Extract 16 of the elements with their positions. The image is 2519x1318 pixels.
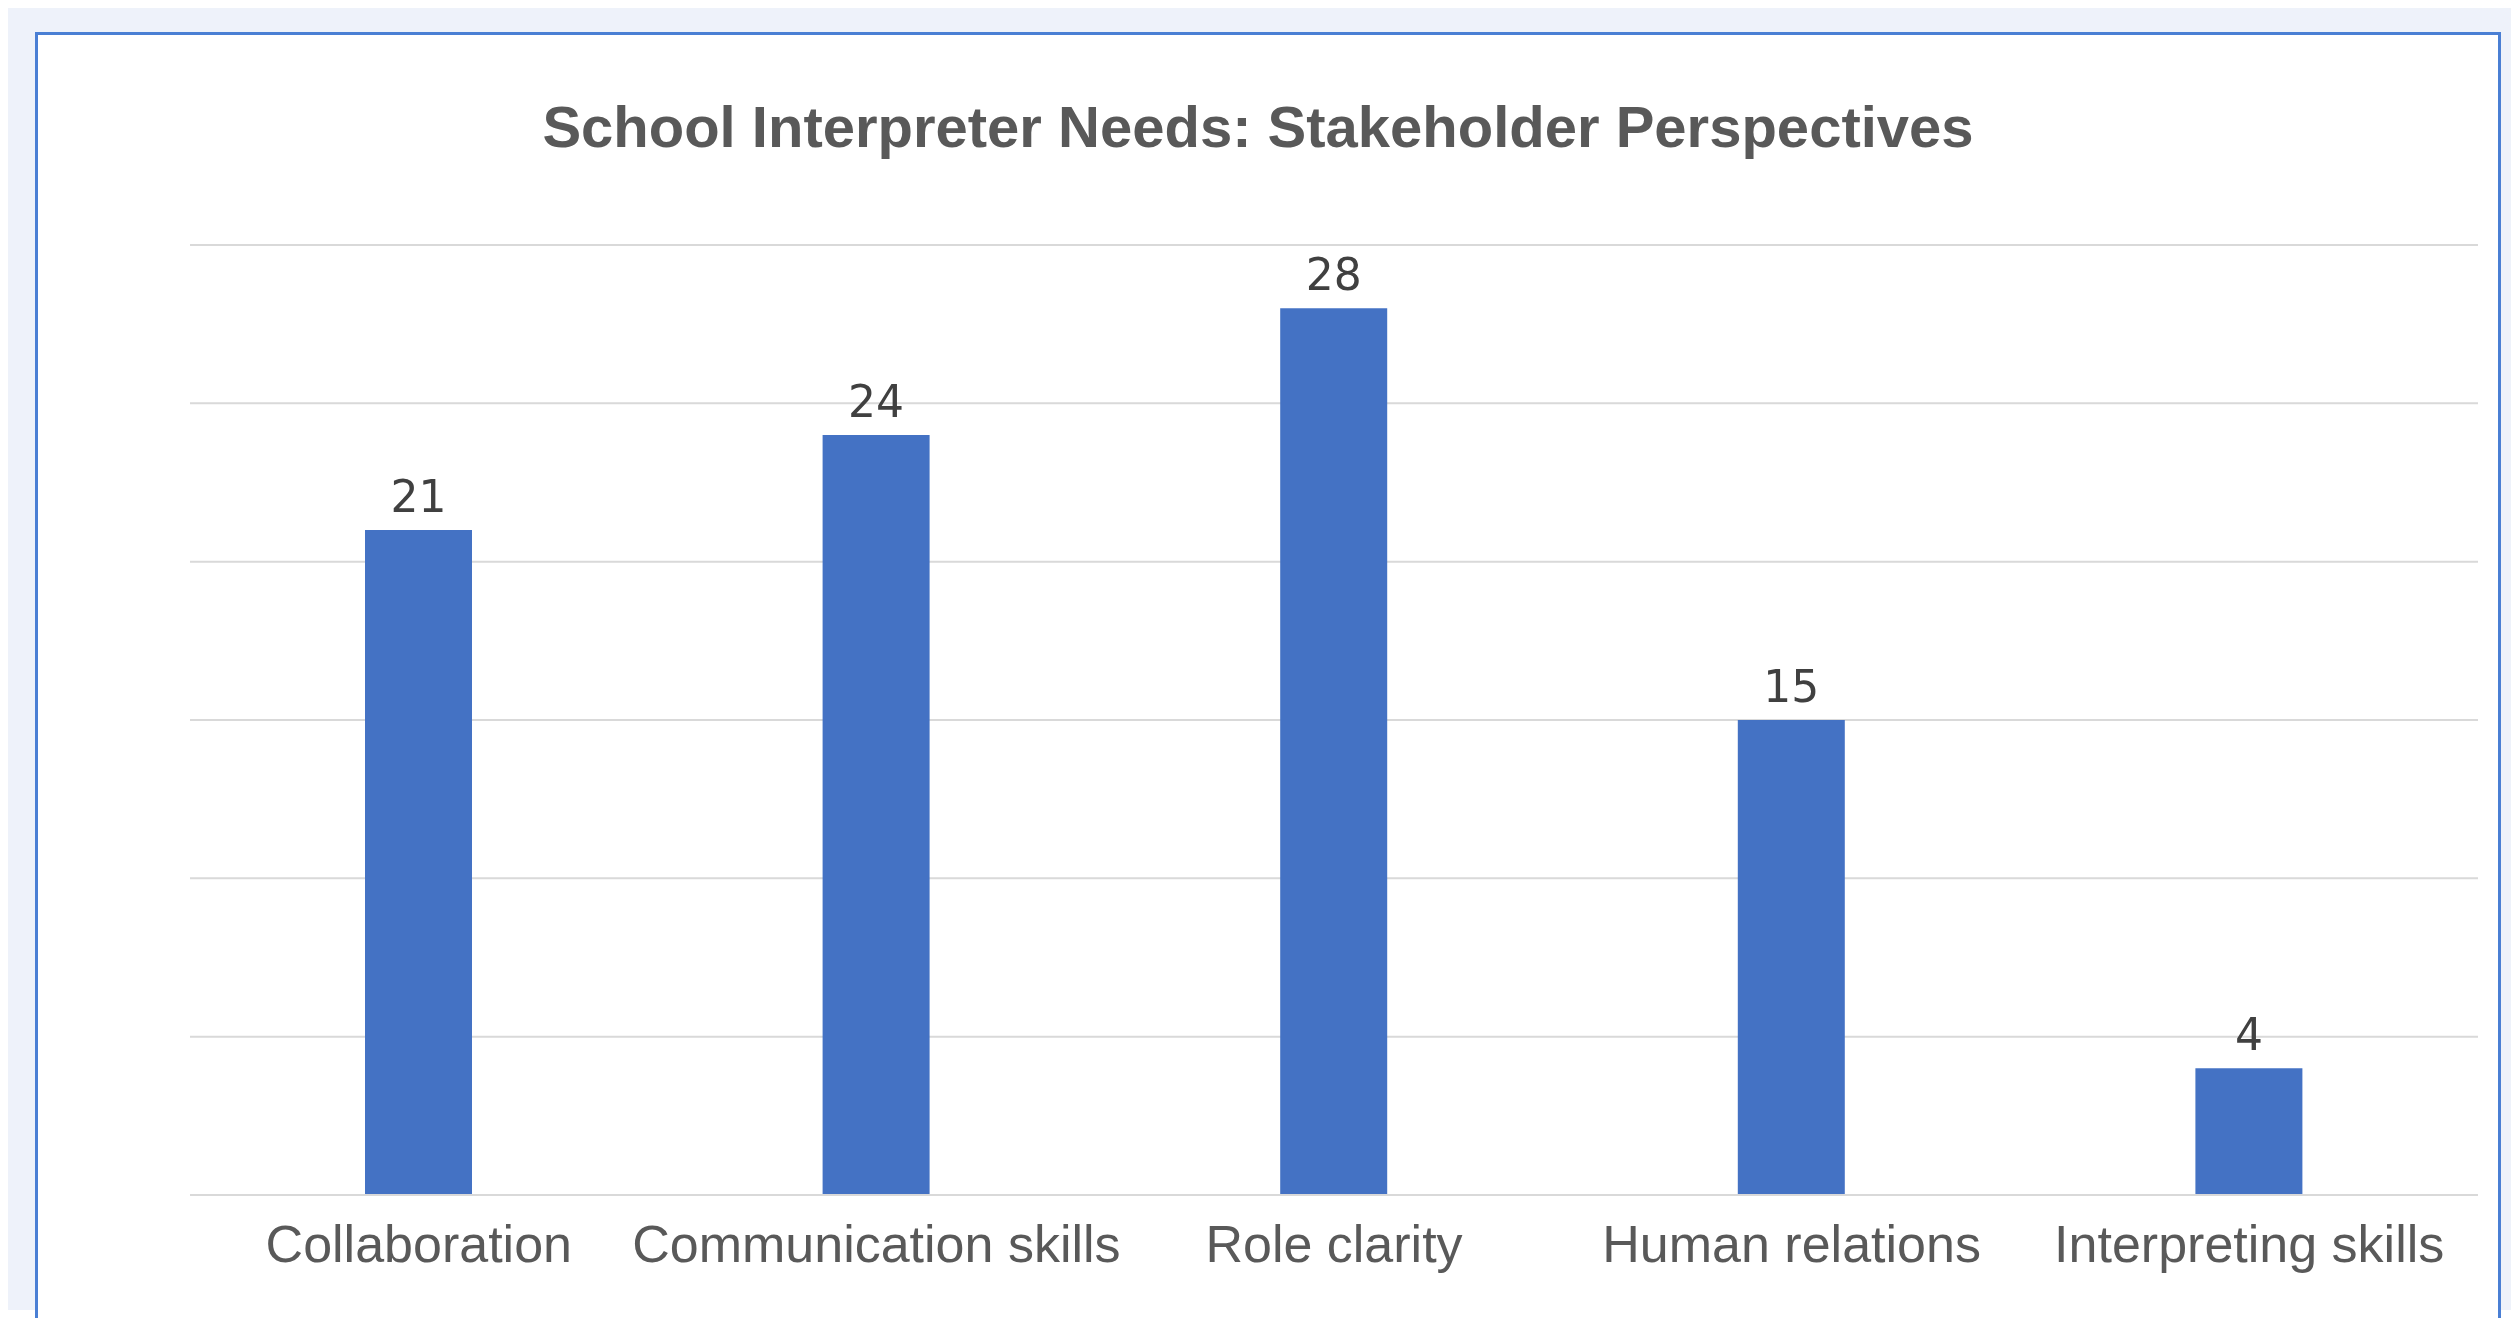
x-tick-label: Communication skills	[632, 1214, 1121, 1273]
data-label: 24	[848, 376, 905, 427]
x-tick-label: Collaboration	[265, 1214, 573, 1273]
bar	[1737, 720, 1845, 1195]
bar	[2195, 1068, 2303, 1195]
data-label: 4	[2234, 1009, 2263, 1061]
bar	[1280, 308, 1388, 1195]
chart-title: School Interpreter Needs: Stakeholder Perspectives	[541, 93, 1975, 160]
data-label: 21	[390, 471, 447, 522]
x-tick-label: Role clarity	[1205, 1214, 1463, 1273]
x-tick-label: Human relations	[1602, 1214, 1981, 1273]
data-label: 28	[1305, 249, 1362, 301]
x-tick-label: Interpreting skills	[2054, 1214, 2445, 1273]
bar	[822, 435, 930, 1195]
data-label: 15	[1763, 661, 1820, 712]
bar	[365, 530, 472, 1195]
